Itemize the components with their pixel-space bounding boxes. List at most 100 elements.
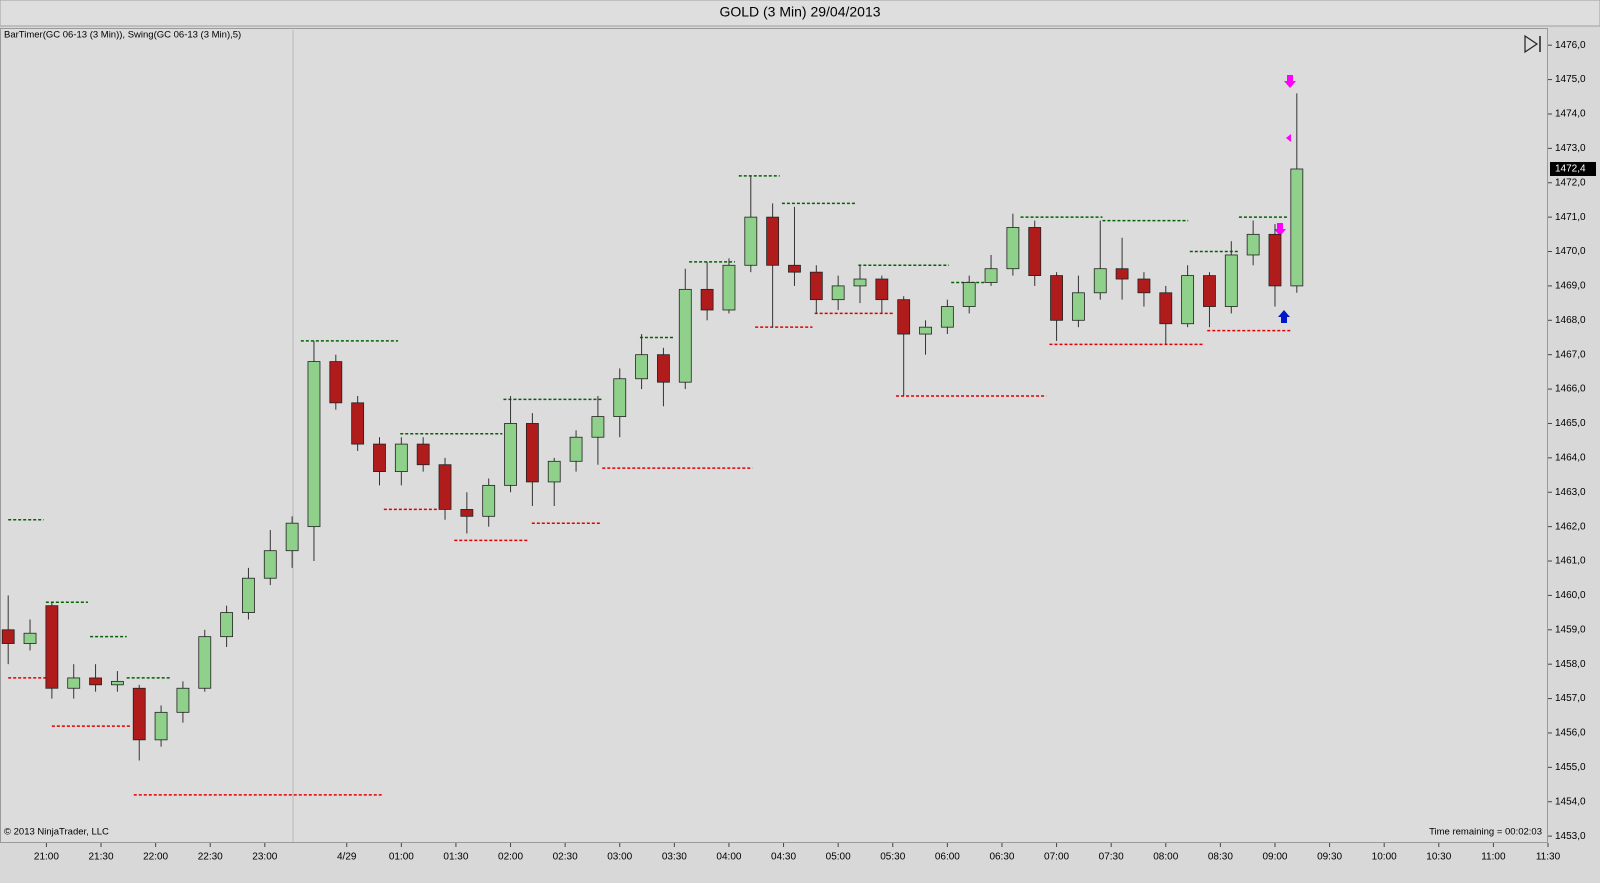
candle-body — [613, 378, 627, 417]
candle-body — [1115, 268, 1129, 280]
sell-arrow — [1284, 75, 1296, 88]
chart-layer: 1453,0 1454,0 1455,0 1456,0 1457,0 1458,0 1459… — [1, 40, 1596, 863]
y-tick-label: 1471,0 — [1555, 212, 1586, 223]
candle-body — [1093, 268, 1107, 294]
x-tick-label: 22:00 — [143, 852, 168, 863]
y-tick-label: 1476,0 — [1555, 40, 1586, 51]
candle-body — [1028, 227, 1042, 276]
candle-body — [1, 629, 15, 644]
y-tick-label: 1454,0 — [1555, 796, 1586, 807]
y-tick-label: 1472,0 — [1555, 177, 1586, 188]
candle-body — [1137, 278, 1151, 294]
candle-body — [897, 299, 911, 335]
candle-body — [23, 632, 37, 644]
candle-body — [591, 416, 605, 438]
candle-body — [1159, 292, 1173, 325]
candle-body — [242, 577, 255, 613]
x-tick-label: 01:00 — [389, 852, 414, 863]
candle-body — [373, 443, 386, 473]
x-tick-label: 10:30 — [1426, 852, 1451, 863]
x-tick-label: 05:00 — [826, 852, 851, 863]
candle-body — [1050, 275, 1063, 321]
y-tick-label: 1459,0 — [1555, 624, 1586, 635]
x-tick-label: 01:30 — [443, 852, 468, 863]
candle-body — [1006, 227, 1020, 270]
candle-body — [569, 436, 583, 462]
candle-body — [110, 680, 124, 686]
candle-body — [416, 443, 430, 466]
x-tick-label: 11:00 — [1481, 852, 1506, 863]
x-tick-label: 10:00 — [1372, 852, 1397, 863]
candle-body — [89, 677, 102, 686]
x-tick-label: 03:00 — [607, 852, 632, 863]
candle-body — [700, 288, 714, 311]
x-tick-label: 02:00 — [498, 852, 523, 863]
candle-body — [744, 216, 758, 266]
candle-body — [67, 677, 81, 689]
y-tick-label: 1464,0 — [1555, 452, 1586, 463]
y-tick-label: 1467,0 — [1555, 349, 1586, 360]
x-tick-label: 11:30 — [1536, 852, 1561, 863]
y-tick-label: 1453,0 — [1555, 831, 1586, 842]
candle-body — [809, 271, 823, 301]
plot-area — [0, 28, 1548, 843]
x-tick-label: 21:00 — [34, 852, 59, 863]
copyright: © 2013 NinjaTrader, LLC — [4, 827, 109, 838]
x-tick-label: 23:00 — [252, 852, 277, 863]
candle-body — [1246, 233, 1260, 256]
candle-body — [547, 460, 561, 483]
candle-body — [1224, 254, 1238, 307]
candle-body — [329, 361, 343, 404]
candle-body — [962, 282, 976, 307]
y-tick-label: 1455,0 — [1555, 762, 1586, 773]
signal-markers — [1274, 75, 1296, 323]
x-tick-label: 07:30 — [1099, 852, 1124, 863]
candle-body — [198, 636, 212, 689]
x-tick-label: 04:00 — [716, 852, 741, 863]
x-tick-label: 06:30 — [989, 852, 1014, 863]
candle-body — [831, 285, 845, 301]
y-tick-label: 1462,0 — [1555, 521, 1586, 532]
x-tick-label: 03:30 — [662, 852, 687, 863]
y-tick-label: 1466,0 — [1555, 384, 1586, 395]
candle-body — [722, 264, 736, 311]
candle-body — [875, 278, 889, 301]
x-tick-label: 02:30 — [553, 852, 578, 863]
candle-body — [657, 354, 670, 383]
candle-body — [766, 216, 780, 266]
y-tick-label: 1463,0 — [1555, 487, 1586, 498]
candle-body — [394, 443, 408, 473]
scroll-to-end-button[interactable] — [1521, 34, 1543, 54]
x-tick-label: 07:00 — [1044, 852, 1069, 863]
candle-body — [635, 354, 648, 380]
play-icon — [1524, 34, 1539, 54]
x-tick-label: 21:30 — [89, 852, 114, 863]
candle-body — [220, 612, 234, 638]
y-tick-label: 1458,0 — [1555, 659, 1586, 670]
candle-body — [263, 550, 277, 579]
candle-body — [1290, 168, 1304, 287]
x-tick-label: 08:00 — [1153, 852, 1178, 863]
x-tick-label: 22:30 — [198, 852, 223, 863]
bar-timer: Time remaining = 00:02:03 — [1429, 827, 1542, 838]
title-bar — [0, 0, 1600, 27]
candle-body — [460, 509, 474, 517]
y-tick-label: 1475,0 — [1555, 74, 1586, 85]
candle-body — [678, 288, 692, 383]
exit-marker — [1286, 134, 1291, 142]
candle-body — [853, 278, 867, 287]
x-tick-label: 05:30 — [880, 852, 905, 863]
candle-body — [504, 423, 517, 486]
candle-body — [940, 306, 954, 328]
candle-body — [1268, 233, 1282, 287]
candle-body — [154, 711, 168, 741]
y-tick-label: 1465,0 — [1555, 418, 1586, 429]
x-tick-label: 04:30 — [771, 852, 796, 863]
current-price-box — [1550, 161, 1596, 176]
y-tick-label: 1474,0 — [1555, 109, 1586, 120]
candle-body — [919, 326, 932, 335]
candle-body — [176, 687, 190, 713]
buy-arrow — [1278, 310, 1290, 323]
candle-body — [438, 464, 452, 510]
y-tick-label: 1460,0 — [1555, 590, 1586, 601]
